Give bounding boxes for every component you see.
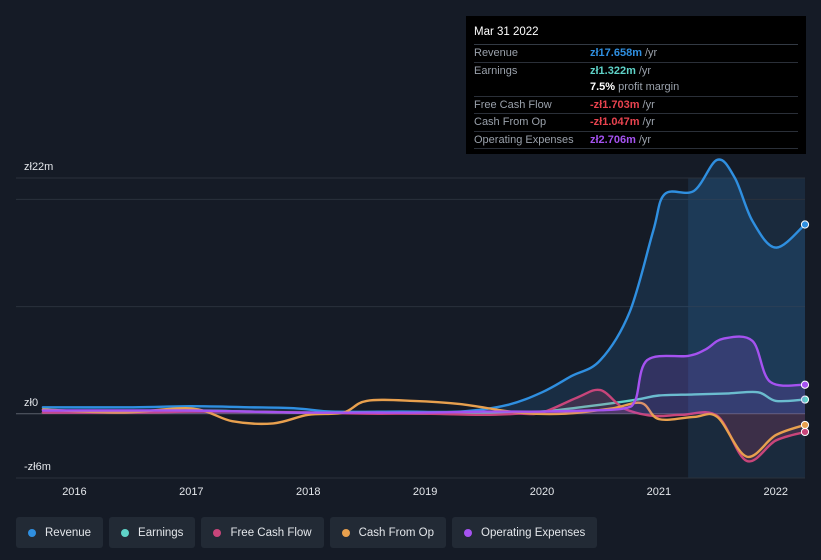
series-endpoint-operating-expenses: [800, 380, 810, 389]
legend-label: Revenue: [45, 526, 92, 539]
tooltip-row-cash-from-op: Cash From Op -zł1.047m /yr: [474, 114, 798, 132]
tooltip-unit: profit margin: [618, 81, 680, 94]
legend-dot-icon: [121, 528, 130, 537]
series-line-cash-from-op: [41, 398, 807, 458]
tooltip-row-earnings: Earnings zł1.322m /yr: [474, 63, 798, 80]
legend-label: Cash From Op: [358, 526, 435, 539]
tooltip-value: zł1.322m: [590, 64, 636, 77]
tooltip-row-revenue: Revenue zł17.658m /yr: [474, 45, 798, 63]
legend-dot-icon: [28, 528, 36, 537]
legend-item-cash-from-op[interactable]: Cash From Op: [329, 517, 447, 548]
x-tick-label: 2018: [296, 486, 320, 498]
tooltip-value: -zł1.703m: [590, 98, 640, 111]
y-tick-label-top: zł22m: [24, 161, 54, 173]
tooltip-unit: /yr: [644, 47, 658, 60]
series-endpoint-free-cash-flow: [800, 427, 810, 437]
data-tooltip: Mar 31 2022 Revenue zł17.658m /yr Earnin…: [466, 16, 806, 154]
tooltip-value: zł17.658m: [590, 47, 642, 60]
legend-label: Operating Expenses: [481, 526, 586, 539]
tooltip-value: -zł1.047m: [590, 116, 640, 129]
tooltip-value: 7.5%: [590, 81, 616, 94]
tooltip-label: Operating Expenses: [474, 133, 574, 146]
legend-item-earnings[interactable]: Earnings: [109, 517, 196, 548]
legend-item-operating-expenses[interactable]: Operating Expenses: [452, 517, 598, 548]
legend-item-free-cash-flow[interactable]: Free Cash Flow: [201, 517, 324, 548]
series-area-revenue: [42, 159, 805, 414]
series-endpoint-revenue: [800, 220, 810, 229]
tooltip-row-free-cash-flow: Free Cash Flow -zł1.703m /yr: [474, 97, 798, 114]
series-endpoint-earnings: [800, 395, 810, 404]
tooltip-label: Cash From Op: [474, 116, 547, 129]
tooltip-row-operating-expenses: Operating Expenses zł2.706m /yr: [474, 132, 798, 149]
x-tick-label: 2022: [764, 486, 788, 498]
series-line-operating-expenses: [41, 335, 807, 414]
x-tick-label: 2019: [413, 486, 437, 498]
x-tick-label: 2021: [647, 486, 671, 498]
tooltip-value: zł2.706m: [590, 133, 636, 146]
legend-dot-icon: [213, 528, 222, 537]
legend-dot-icon: [341, 528, 350, 537]
tooltip-unit: /yr: [642, 116, 655, 129]
series-area-operating-expenses: [42, 336, 805, 414]
tooltip-unit: /yr: [642, 98, 655, 111]
tooltip-unit: /yr: [638, 133, 652, 146]
x-tick-label: 2016: [62, 486, 86, 498]
legend-item-revenue[interactable]: Revenue: [16, 517, 104, 548]
legend-dot-icon: [464, 528, 473, 537]
y-tick-label-bottom: -zł6m: [24, 461, 51, 473]
series-line-revenue: [41, 158, 807, 414]
chart-legend: Revenue Earnings Free Cash Flow Cash Fro…: [16, 517, 598, 548]
series-endpoint-cash-from-op: [800, 420, 810, 430]
y-tick-label-zero: zł0: [24, 397, 39, 409]
tooltip-unit: /yr: [638, 64, 652, 77]
tooltip-label: Earnings: [474, 64, 518, 77]
highlight-region: [688, 178, 805, 478]
tooltip-label: Free Cash Flow: [474, 98, 552, 111]
legend-label: Free Cash Flow: [230, 526, 312, 539]
tooltip-date: Mar 31 2022: [474, 24, 798, 45]
x-tick-label: 2017: [179, 486, 203, 498]
x-tick-label: 2020: [530, 486, 554, 498]
chart-area: 2016 2017 2018 2019 2020 2021 2022: [16, 158, 810, 498]
legend-label: Earnings: [138, 526, 184, 539]
tooltip-label: Revenue: [474, 47, 519, 60]
tooltip-row-margin: 7.5% profit margin: [474, 79, 798, 97]
